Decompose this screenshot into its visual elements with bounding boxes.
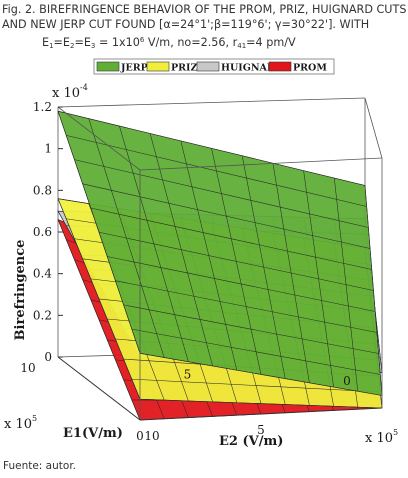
box-edge-floor-front [139,407,383,421]
z-tick-label: 1.2 [33,100,52,114]
z-tick-label: 0.4 [33,267,52,281]
caption-exp: 6 [139,36,145,44]
surface-gridline [180,140,238,371]
chart-legend: JERP PRIZ HUIGNARD PROM [93,58,335,75]
figure-caption: Fig. 2. BIREFRINGENCE BEHAVIOR OF THE PR… [0,0,408,50]
surface-fill-jerp [57,110,383,396]
y-axis-label: E2 (V/m) [219,434,283,449]
legend-label-prom: PROM [293,63,327,74]
box-edge-top-left [57,106,141,171]
caption-sub-2: 2 [70,42,75,50]
legend-label-huignard: HUIGNARD [221,63,283,74]
chart-surfaces [57,110,383,421]
caption-eq-2: =E [74,36,91,49]
legend-swatch-jerp [96,61,120,72]
surface-gridline [82,183,371,249]
x-tick-label: 5 [184,368,192,382]
surface-gridline [149,133,213,367]
legend-swatch-huignard [196,61,220,72]
box-edge-front-top [139,157,383,171]
z-axis-label: Birefringence [13,240,28,341]
surface-gridline [90,207,372,270]
caption-rest: V/m, no=2.56, r [144,36,238,49]
y-tick-label: 0 [136,429,144,443]
box-edge-floor-left [57,356,141,421]
caption-eq-1: =E [53,36,70,49]
z-tick-label: 1 [44,142,52,156]
box-edge-top-right [364,97,383,159]
chart-box-front [57,97,383,421]
fig-label: Fig. 2. [2,3,36,16]
z-tick-label: 0 [44,350,52,364]
y-tick-label: 5 [257,423,265,437]
caption-sub-3: 3 [90,42,96,50]
legend-swatch-priz [146,61,170,72]
chart-ticks: 00.20.40.60.811.210 5 010 50 [20,100,350,443]
surface-gridline [74,159,369,228]
x-axis-multiplier: x 105 [4,414,37,432]
caption-e: E [42,36,50,49]
z-tick-label: 0.2 [33,308,52,322]
caption-line-1: Fig. 2. BIREFRINGENCE BEHAVIOR OF THE PR… [2,3,406,18]
caption-sub-1: 1 [49,42,54,50]
surface-gridline [57,219,141,421]
z-axis-multiplier: x 10-4 [52,83,88,101]
surface-gridline [119,125,189,362]
caption-end: =4 pm/V [246,36,296,49]
y-tick-label: 10 [144,429,159,443]
legend-label-priz: PRIZ [171,63,197,74]
legend-label-jerp: JERP [120,63,148,74]
surface-gridline [88,118,165,358]
birefringence-3d-chart: 00.20.40.60.811.210 5 010 50 JERP PRIZ HUIGNA… [4,58,398,449]
legend-swatch-prom [268,61,292,72]
z-tick-label: 0.6 [33,225,52,239]
caption-line-3: E1=E2=E3 = 1x106 V/m, no=2.56, r41=4 pm/… [42,33,296,54]
figure-source: Fuente: autor. [3,460,77,472]
surface-gridline [57,111,141,354]
surface-gridline [57,110,366,186]
caption-sub-41: 41 [237,42,247,50]
x-tick-label: 10 [20,361,35,375]
surface-gridline [139,353,383,396]
surface-gridline [66,135,367,207]
surface-gridline [98,231,374,291]
x-tick-label: 0 [343,374,351,388]
box-edge-back-top [57,97,366,108]
y-axis-multiplier: x 105 [365,428,398,446]
caption-val: = 1x10 [95,36,140,49]
caption-line-2: AND NEW JERP CUT FOUND [α=24°1';β=119°6'… [2,18,370,31]
z-tick-label: 0.8 [33,183,52,197]
surface-gridline [57,198,141,400]
x-axis-label: E1(V/m) [63,426,123,441]
caption-text-1: BIREFRINGENCE BEHAVIOR OF THE PROM, PRIZ… [35,3,407,16]
surface-jerp [57,110,383,396]
